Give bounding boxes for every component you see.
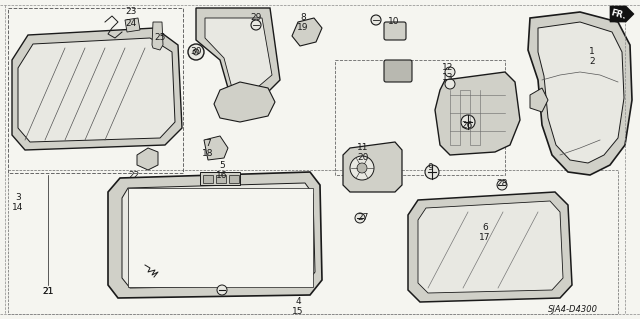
Bar [203, 175, 213, 183]
Text: 19: 19 [297, 24, 308, 33]
Circle shape [445, 79, 455, 89]
Text: SJA4-D4300: SJA4-D4300 [548, 305, 598, 314]
Text: 27: 27 [357, 213, 369, 222]
Text: 18: 18 [202, 149, 214, 158]
Polygon shape [205, 18, 272, 96]
Bar [8, 8, 183, 173]
Polygon shape [538, 22, 624, 163]
Circle shape [445, 67, 455, 77]
FancyBboxPatch shape [384, 60, 412, 82]
Text: 13: 13 [442, 73, 454, 83]
Text: 11: 11 [357, 144, 369, 152]
Polygon shape [528, 12, 632, 175]
Bar [216, 175, 226, 183]
Polygon shape [204, 136, 228, 160]
Text: 29: 29 [250, 13, 262, 23]
Text: 23: 23 [125, 8, 137, 17]
Polygon shape [530, 88, 548, 112]
Circle shape [357, 163, 367, 173]
Text: 14: 14 [12, 204, 24, 212]
Polygon shape [343, 142, 402, 192]
Polygon shape [18, 38, 175, 142]
Text: 4: 4 [295, 296, 301, 306]
Text: 16: 16 [216, 170, 228, 180]
Circle shape [497, 180, 507, 190]
Text: 21: 21 [42, 287, 54, 296]
Circle shape [425, 165, 439, 179]
Text: FR.: FR. [609, 9, 627, 21]
Polygon shape [408, 192, 572, 302]
Polygon shape [108, 172, 322, 298]
Circle shape [371, 15, 381, 25]
Polygon shape [137, 148, 158, 170]
Text: 8: 8 [300, 13, 306, 23]
Polygon shape [435, 72, 520, 155]
Polygon shape [152, 22, 163, 50]
Text: 12: 12 [442, 63, 454, 72]
Text: 20: 20 [357, 153, 369, 162]
Polygon shape [122, 183, 315, 288]
Text: 24: 24 [125, 19, 136, 28]
Polygon shape [610, 6, 634, 22]
Text: 22: 22 [129, 170, 140, 180]
Circle shape [193, 49, 199, 55]
Text: 10: 10 [388, 18, 400, 26]
FancyBboxPatch shape [384, 22, 406, 40]
Text: 9: 9 [427, 162, 433, 172]
Polygon shape [200, 172, 240, 185]
Text: 28: 28 [496, 179, 508, 188]
Circle shape [355, 213, 365, 223]
Circle shape [251, 20, 261, 30]
Circle shape [350, 156, 374, 180]
Bar [229, 175, 239, 183]
Text: 17: 17 [479, 233, 491, 241]
Polygon shape [196, 8, 280, 105]
Text: 5: 5 [219, 160, 225, 169]
Polygon shape [12, 28, 182, 150]
Text: 1: 1 [589, 48, 595, 56]
Text: 3: 3 [15, 194, 21, 203]
Circle shape [461, 115, 475, 129]
Bar [128, 188, 313, 287]
Bar [335, 60, 505, 175]
Text: 21: 21 [42, 287, 54, 296]
Text: 30: 30 [190, 48, 202, 56]
Circle shape [188, 44, 204, 60]
Polygon shape [214, 82, 275, 122]
Text: 6: 6 [482, 222, 488, 232]
Polygon shape [418, 201, 563, 293]
Polygon shape [125, 18, 140, 32]
Circle shape [217, 285, 227, 295]
Text: 7: 7 [205, 138, 211, 147]
Text: 25: 25 [154, 33, 166, 42]
Text: 2: 2 [589, 57, 595, 66]
Text: 15: 15 [292, 307, 304, 315]
Polygon shape [292, 18, 322, 46]
Text: 26: 26 [461, 121, 473, 130]
Bar [8, 170, 618, 314]
